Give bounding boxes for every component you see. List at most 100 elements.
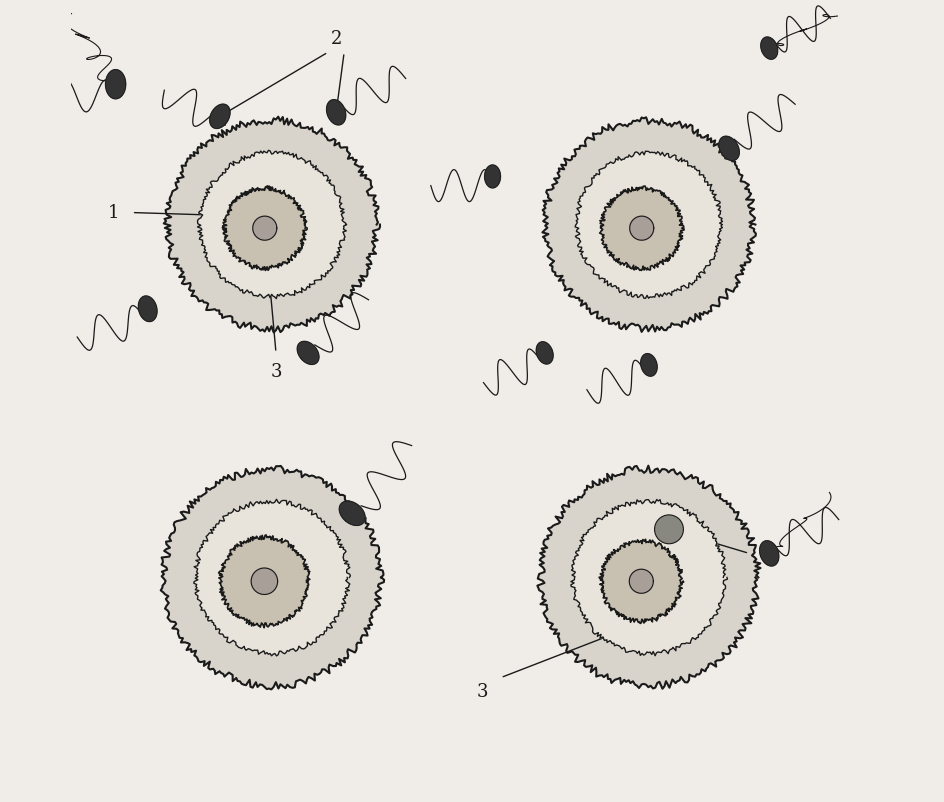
Point [598, 535, 614, 548]
Point [696, 205, 711, 218]
Point [244, 180, 260, 192]
Point [294, 251, 309, 264]
Point [238, 207, 253, 220]
Point [663, 255, 678, 268]
Point [236, 515, 251, 528]
Point [246, 229, 261, 242]
Point [249, 559, 264, 572]
Point [242, 610, 257, 622]
Point [616, 557, 632, 570]
Point [653, 254, 668, 267]
Point [616, 592, 632, 605]
Point [632, 547, 647, 560]
Point [635, 610, 650, 623]
Point [659, 222, 674, 235]
Point [663, 578, 678, 591]
Point [264, 152, 279, 164]
Point [648, 585, 663, 598]
Point [272, 245, 287, 258]
Point [261, 550, 276, 563]
Point [640, 497, 655, 510]
Point [611, 171, 626, 184]
Point [256, 572, 271, 585]
Point [654, 596, 669, 609]
Point [223, 232, 238, 245]
Point [670, 545, 685, 557]
Point [603, 260, 618, 273]
Point [238, 581, 253, 594]
Point [670, 533, 685, 545]
Point [229, 231, 244, 244]
Point [663, 282, 678, 294]
Point [630, 618, 645, 630]
Point [627, 221, 642, 234]
Point [679, 237, 694, 249]
Point [296, 209, 312, 222]
Point [661, 245, 676, 258]
Point [194, 551, 210, 564]
Point [329, 245, 344, 258]
Point [590, 578, 605, 591]
Point [318, 611, 333, 624]
Point [248, 261, 263, 273]
Point [695, 520, 710, 533]
Point [290, 592, 305, 605]
Point [660, 268, 675, 281]
Point [267, 594, 282, 607]
Point [615, 605, 630, 618]
Point [270, 241, 285, 254]
Point [252, 642, 267, 655]
Point [273, 152, 288, 164]
Point [605, 275, 620, 288]
Point [606, 528, 621, 541]
Point [249, 566, 264, 579]
Point [312, 537, 328, 550]
Point [279, 201, 295, 214]
Point [654, 277, 669, 290]
Point [631, 573, 646, 586]
Point [608, 560, 623, 573]
Point [221, 584, 236, 597]
Point [231, 245, 246, 257]
Point [665, 221, 680, 233]
Point [311, 514, 326, 527]
Point [244, 636, 260, 649]
Point [637, 273, 652, 286]
Point [252, 529, 267, 541]
Polygon shape [252, 217, 277, 240]
Point [620, 618, 635, 631]
Point [627, 567, 642, 580]
Point [603, 195, 618, 208]
Point [244, 588, 259, 601]
Point [641, 225, 656, 238]
Point [316, 583, 331, 596]
Point [632, 225, 648, 237]
Point [599, 630, 615, 642]
Point [283, 636, 298, 649]
Point [252, 218, 267, 231]
Point [640, 148, 655, 160]
Point [667, 248, 683, 261]
Point [621, 587, 636, 600]
Point [296, 160, 312, 173]
Point [261, 578, 276, 591]
Point [612, 211, 627, 224]
Point [312, 200, 327, 213]
Point [655, 634, 670, 646]
Point [681, 623, 696, 636]
Point [253, 207, 268, 220]
Point [628, 642, 643, 655]
Point [241, 567, 256, 580]
Point [288, 229, 303, 241]
Point [235, 256, 250, 269]
Point [575, 559, 590, 572]
Point [690, 229, 705, 242]
Point [635, 257, 650, 270]
Point [248, 196, 263, 209]
Point [271, 275, 286, 288]
Point [218, 251, 233, 264]
Point [251, 210, 266, 223]
Point [654, 193, 669, 206]
Point [629, 236, 644, 249]
Point [254, 229, 269, 242]
